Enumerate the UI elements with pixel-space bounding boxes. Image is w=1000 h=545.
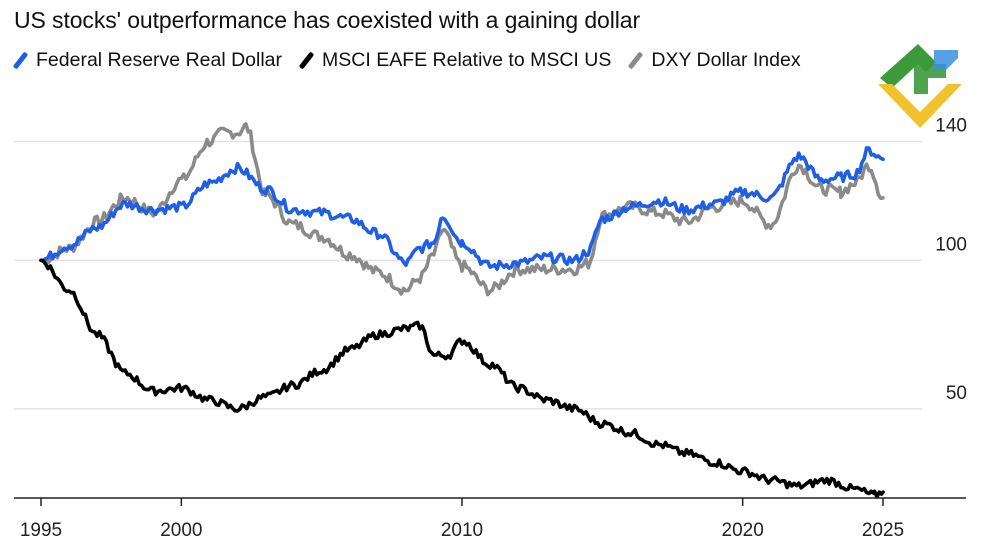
y-tick-label-140: 140 (935, 115, 967, 136)
x-tick-label-2000: 2000 (160, 520, 202, 541)
x-tick-label-1995: 1995 (20, 520, 62, 541)
legend-item-msci: MSCI EAFE Relative to MSCI US (298, 48, 612, 72)
x-tick-label-2020: 2020 (722, 520, 764, 541)
gridlines (14, 140, 922, 410)
x-tick-label-2025: 2025 (862, 520, 904, 541)
legend-item-dxy: DXY Dollar Index (628, 48, 801, 72)
y-tick-label-100: 100 (935, 234, 967, 255)
legend-label-msci: MSCI EAFE Relative to MSCI US (322, 48, 612, 71)
y-tick-label-50: 50 (946, 383, 967, 404)
legend-label-dxy: DXY Dollar Index (651, 48, 801, 71)
series-lines (39, 122, 885, 499)
chart-title: US stocks' outperformance has coexisted … (14, 7, 641, 33)
series-line-fed-dollar (39, 146, 885, 271)
x-axis (14, 497, 966, 506)
watermark-logo-icon (878, 44, 962, 128)
x-tick-label-2010: 2010 (441, 520, 483, 541)
legend: Federal Reserve Real Dollar MSCI EAFE Re… (12, 47, 819, 73)
tick-labels: 50 100 140 1995 2000 2010 2020 2025 (20, 115, 967, 541)
series-line-msci (39, 258, 885, 499)
legend-label-fed-dollar: Federal Reserve Real Dollar (36, 48, 283, 71)
series-line-dxy (39, 122, 885, 297)
legend-item-fed-dollar: Federal Reserve Real Dollar (12, 48, 283, 72)
